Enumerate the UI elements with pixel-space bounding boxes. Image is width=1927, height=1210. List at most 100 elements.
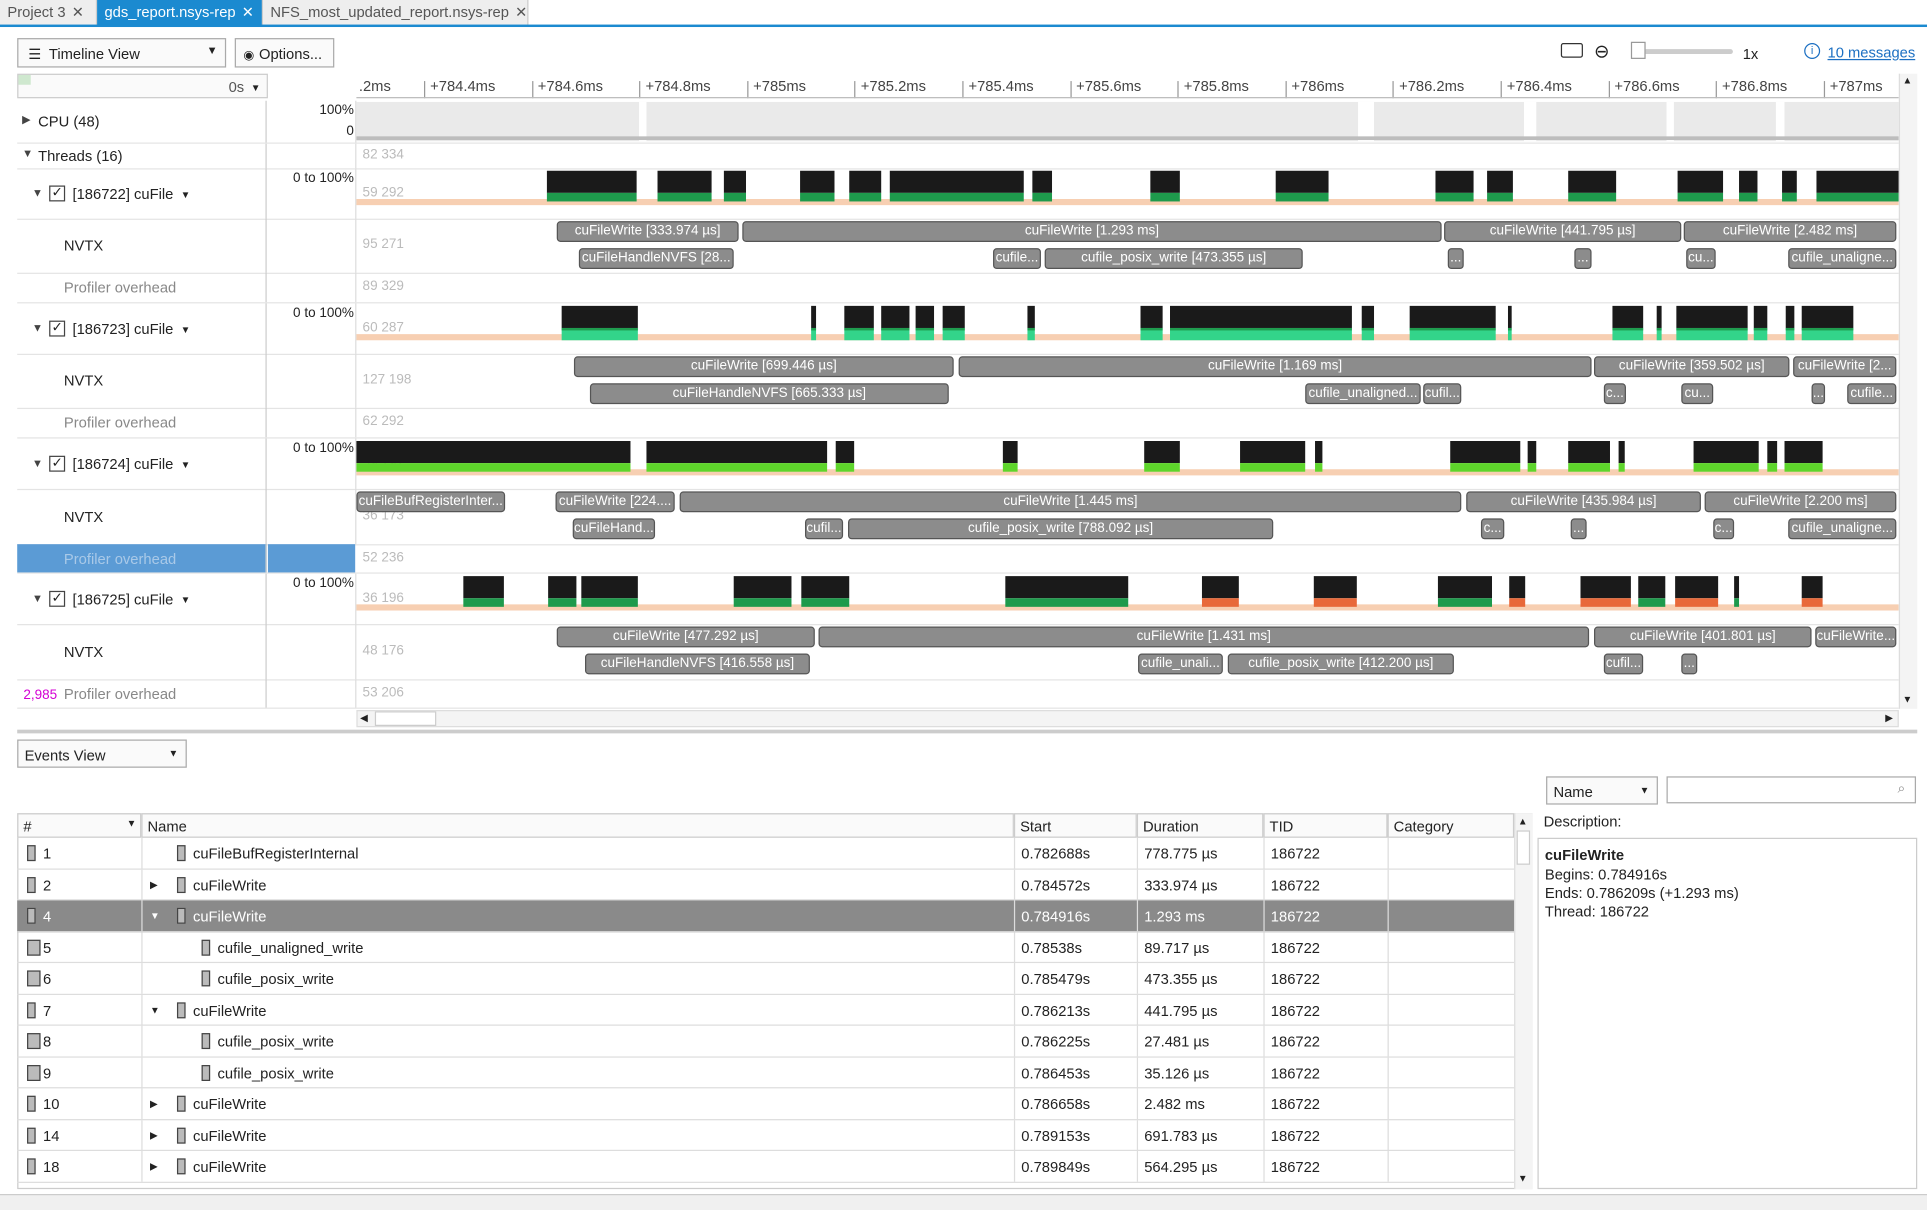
hscroll-thumb[interactable] [374,711,437,726]
nvtx-range[interactable]: ... [1570,518,1587,540]
nvtx-range[interactable]: cuFileHandleNVFS [665.333 µs] [589,383,949,405]
nvtx-range[interactable]: cufil... [804,518,844,540]
nvtx-range[interactable]: cuFileWrite [1.169 ms] [958,356,1592,378]
event-row[interactable]: 10 ▶ cuFileWrite 0.786658s 2.482 ms 186722 [17,1088,1515,1120]
nvtx-range[interactable]: cufile_posix_write [473.355 µs] [1044,248,1303,270]
checkbox[interactable]: ✓ [49,455,66,472]
thread-menu-arrow[interactable]: ▼ [180,323,191,335]
nvtx-range[interactable]: cufile... [993,248,1041,270]
expander[interactable]: ▶ [22,113,31,126]
nvtx-range[interactable]: cufile_unaligne... [1788,248,1897,270]
messages-link[interactable]: 10 messages [1827,44,1916,62]
filter-dropdown[interactable]: Name ▼ [1546,776,1658,805]
nvtx-range[interactable]: cufil... [1423,383,1462,405]
nvtx-range[interactable]: cuFileWrite [2... [1793,356,1897,378]
event-row[interactable]: 6 cufile_posix_write 0.785479s 473.355 µs 18… [17,963,1515,995]
hscroll-left[interactable]: ◀ [360,712,368,724]
column-header[interactable]: # [17,813,142,838]
event-row[interactable]: 2 ▶ cuFileWrite 0.784572s 333.974 µs 186722 [17,869,1515,901]
nvtx-range[interactable]: cuFileWrite [441.795 µs] [1444,221,1682,242]
nvtx-range[interactable]: c... [1713,518,1735,540]
nvtx-range[interactable]: cuFileWrite [401.801 µs] [1594,626,1812,648]
nvtx-range[interactable]: cufile_posix_write [412.200 µs] [1227,653,1454,675]
nvtx-range[interactable]: cu... [1686,248,1716,270]
sort-arrow[interactable]: ▼ [126,818,137,830]
nvtx-range[interactable]: cuFileWrite [477.292 µs] [556,626,815,648]
zoom-thumb[interactable] [1630,41,1646,59]
options-button[interactable]: ◉ Options... [234,38,335,68]
view-dropdown[interactable]: ☰ Timeline View ▼ [17,38,227,68]
event-row[interactable]: 14 ▶ cuFileWrite 0.789153s 691.783 µs 186722 [17,1119,1515,1152]
nvtx-range[interactable]: cuFileHand... [572,518,656,540]
event-row[interactable]: 18 ▶ cuFileWrite 0.789849s 564.295 µs 186722 [17,1151,1515,1183]
nvtx-range[interactable]: cuFileWrite... [1815,626,1897,648]
nvtx-range[interactable]: cuFileBufRegisterInter... [356,491,506,513]
event-row[interactable]: 7 ▼ cuFileWrite 0.786213s 441.795 µs 186722 [17,994,1515,1026]
search-box[interactable] [1666,776,1917,804]
nvtx-range[interactable]: c... [1480,518,1505,540]
expander[interactable]: ▼ [22,147,34,160]
column-header[interactable]: Name [141,813,1014,838]
tab-close[interactable]: ✕ [241,3,255,21]
nvtx-range[interactable]: cuFileWrite [699.446 µs] [573,356,954,378]
nvtx-range[interactable]: cuFileWrite [1.445 ms] [679,491,1462,513]
nvtx-range[interactable]: ... [1681,653,1698,675]
nvtx-range[interactable]: ... [1574,248,1592,270]
expander[interactable]: ▼ [31,321,43,334]
checkbox[interactable]: ✓ [49,184,66,201]
nvtx-range[interactable]: cufile... [1847,383,1897,405]
tree-arrow[interactable]: ▶ [149,1160,158,1172]
nvtx-range[interactable]: cuFileWrite [224.... [555,491,675,513]
nvtx-range[interactable]: cufile_unaligne... [1788,518,1897,540]
tab-close[interactable]: ✕ [71,3,85,21]
nvtx-range[interactable]: cufile_unali... [1138,653,1223,675]
zoom-out-icon[interactable]: ⊖ [1594,41,1610,63]
nvtx-range[interactable]: cu... [1681,383,1714,405]
search-icon[interactable]: ⌕ [1897,781,1906,797]
nvtx-range[interactable]: cuFileHandleNVFS [416.558 µs] [585,653,810,675]
hscroll-right[interactable]: ▶ [1885,712,1893,724]
tree-arrow[interactable]: ▼ [149,910,160,922]
tab[interactable]: gds_report.nsys-rep ✕ [97,0,264,26]
tree-arrow[interactable]: ▶ [149,1129,158,1141]
event-row[interactable]: 9 cufile_posix_write 0.786453s 35.126 µs 186… [17,1057,1515,1089]
column-header[interactable]: TID [1263,813,1388,838]
column-header[interactable]: Start [1013,813,1137,838]
nvtx-range[interactable]: cufile_posix_write [788.092 µs] [848,518,1274,540]
tab-close[interactable]: ✕ [515,3,528,21]
nvtx-range[interactable]: ... [1811,383,1826,405]
thread-menu-arrow[interactable]: ▼ [180,458,191,470]
events-dropdown[interactable]: Events View ▼ [17,739,187,768]
thread-menu-arrow[interactable]: ▼ [180,188,191,200]
table-thumb[interactable] [1516,830,1531,865]
keyboard-icon[interactable] [1560,42,1583,58]
tab[interactable]: NFS_most_updated_report.nsys-rep ✕ [263,0,529,26]
splitter[interactable] [17,729,1918,734]
origin-arrow[interactable]: ▼ [250,82,261,94]
checkbox[interactable]: ✓ [49,319,66,336]
nvtx-range[interactable]: cufile_unaligned... [1305,383,1421,405]
expander[interactable]: ▼ [31,591,43,604]
nvtx-range[interactable]: cuFileWrite [435.984 µs] [1466,491,1701,513]
event-row[interactable]: 4 ▼ cuFileWrite 0.784916s 1.293 ms 186722 [17,900,1515,932]
zoom-track[interactable] [1634,49,1733,55]
nvtx-range[interactable]: cuFileWrite [359.502 µs] [1594,356,1790,378]
nvtx-range[interactable]: cuFileHandleNVFS [28... [578,248,734,270]
nvtx-range[interactable]: c... [1603,383,1626,405]
column-header[interactable]: Category [1387,813,1515,838]
table-up[interactable]: ▲ [1517,815,1528,827]
vscroll-up[interactable]: ▲ [1902,74,1913,86]
thread-menu-arrow[interactable]: ▼ [180,593,191,605]
expander[interactable]: ▼ [31,186,43,199]
nvtx-range[interactable]: cufil... [1603,653,1644,675]
nvtx-range[interactable]: cuFileWrite [1.431 ms] [818,626,1590,648]
nvtx-range[interactable]: cuFileWrite [2.200 ms] [1704,491,1897,513]
nvtx-range[interactable]: cuFileWrite [1.293 ms] [742,221,1442,242]
nvtx-range[interactable]: ... [1447,248,1464,270]
event-row[interactable]: 5 cufile_unaligned_write 0.78538s 89.717 µs… [17,931,1515,964]
tab[interactable]: Project 3 ✕ [0,0,98,26]
checkbox[interactable]: ✓ [49,590,66,607]
tree-arrow[interactable]: ▶ [149,1098,158,1110]
expander[interactable]: ▼ [31,456,43,469]
column-header[interactable]: Duration [1136,813,1264,838]
